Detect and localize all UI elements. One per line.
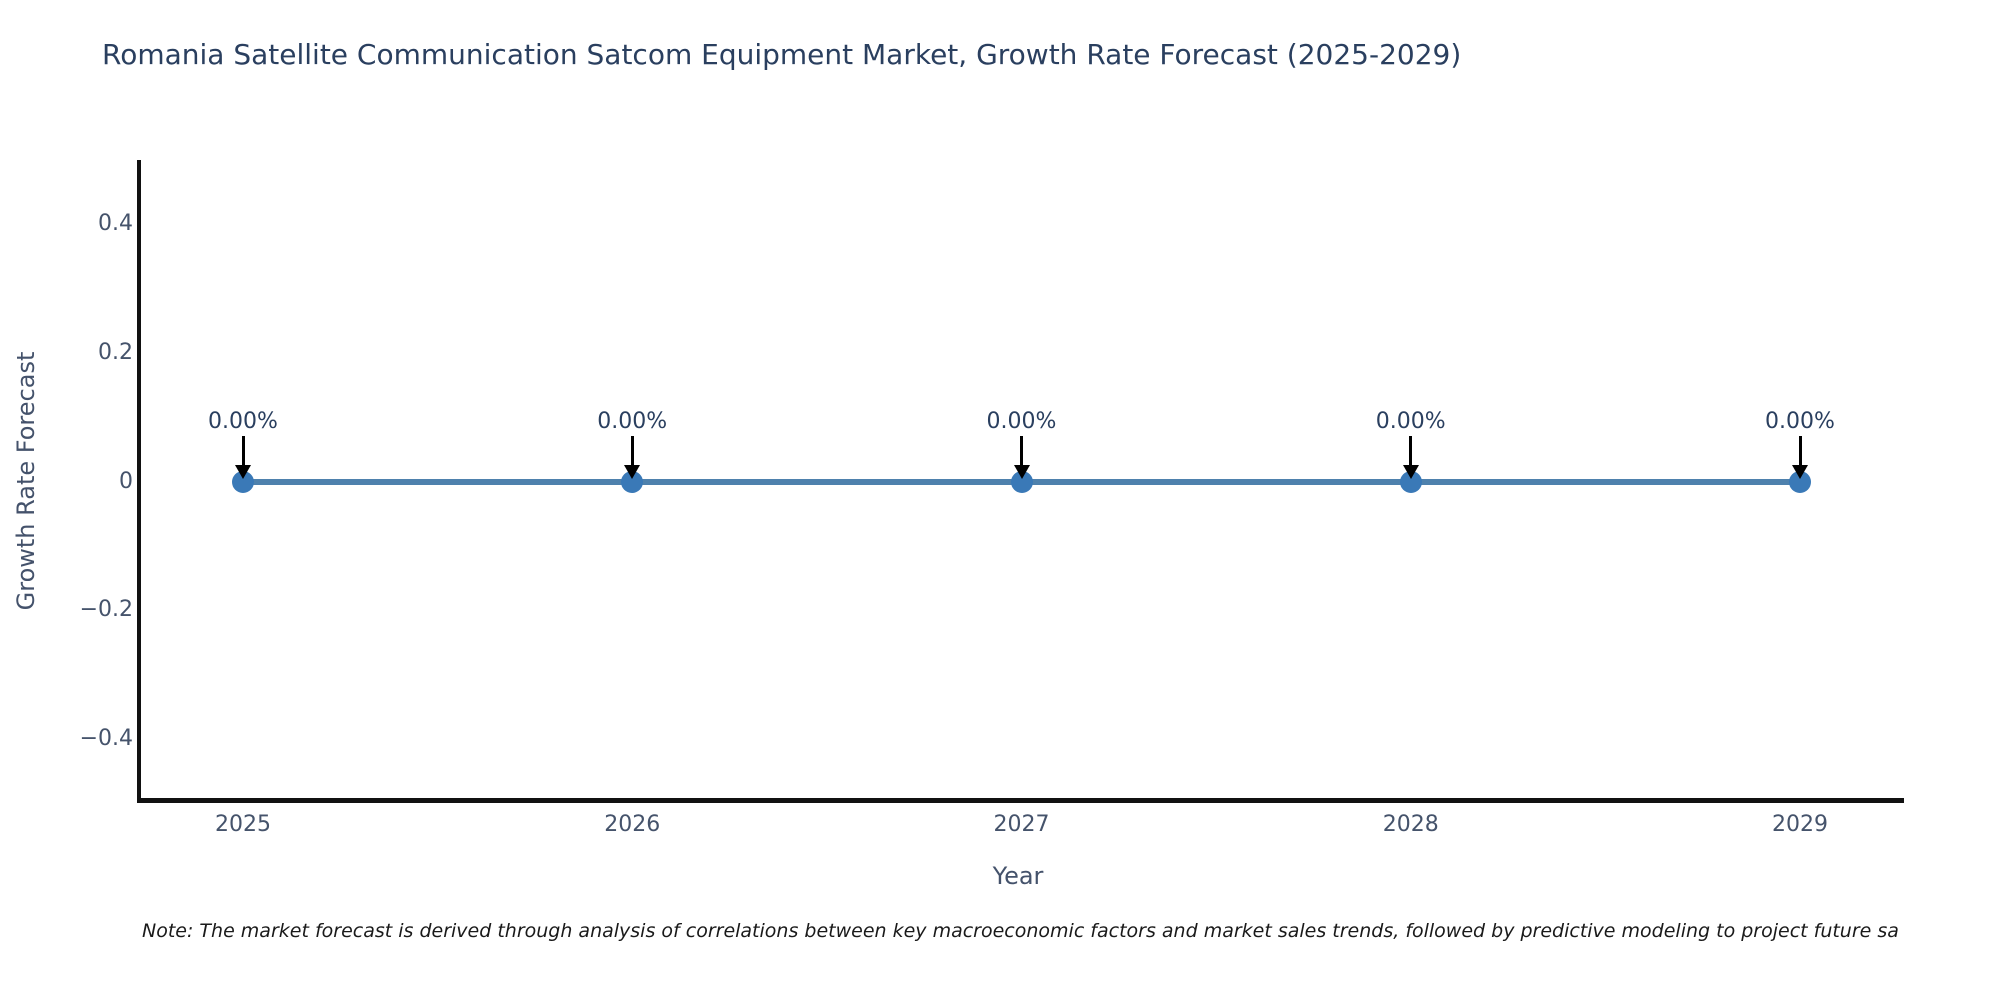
x-axis-title: Year [992,862,1044,890]
y-tick-label: −0.4 [79,725,133,751]
point-value-label: 0.00% [986,408,1057,434]
annotation-arrow-shaft [630,435,634,466]
plot-area [137,160,1904,803]
annotation-arrow-head-icon [624,464,641,479]
point-value-label: 0.00% [208,408,278,434]
annotation-arrow-head-icon [235,464,251,479]
series-line [1021,478,1411,485]
x-tick-label: 2027 [993,812,1050,837]
annotation-arrow-head-icon [1402,464,1419,479]
y-tick-label: 0 [119,468,133,494]
annotation-arrow-shaft [1020,435,1023,466]
series-line [632,478,1022,485]
annotation-arrow-shaft [1798,435,1802,466]
y-tick-label: −0.2 [79,597,133,623]
x-tick-label: 2029 [1772,812,1828,837]
x-tick-label: 2028 [1382,812,1439,837]
footnote: Note: The market forecast is derived thr… [142,920,1899,942]
y-tick-label: 0.2 [98,339,133,365]
series-line [1410,478,1800,485]
annotation-arrow-shaft [241,435,245,466]
annotation-arrow-shaft [1409,435,1413,466]
chart-title: Romania Satellite Communication Satcom E… [102,38,1462,71]
x-tick-label: 2025 [215,812,271,837]
point-value-label: 0.00% [597,408,668,434]
y-tick-label: 0.4 [98,211,133,237]
annotation-arrow-head-icon [1013,464,1030,479]
point-value-label: 0.00% [1375,408,1446,434]
annotation-arrow-head-icon [1792,464,1808,479]
point-value-label: 0.00% [1765,408,1835,434]
x-tick-label: 2026 [604,812,661,837]
series-line [243,478,633,485]
